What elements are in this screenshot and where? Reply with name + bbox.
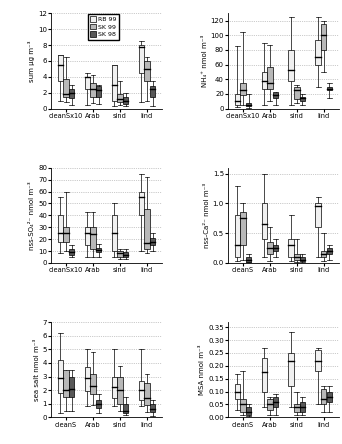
Bar [90, 227, 96, 249]
Bar [112, 215, 117, 251]
Y-axis label: NH₄⁺ nmol m⁻³: NH₄⁺ nmol m⁻³ [202, 35, 208, 87]
Bar [123, 98, 128, 104]
Bar [139, 45, 144, 73]
Bar [117, 251, 123, 257]
Bar [240, 83, 246, 95]
Bar [58, 215, 63, 242]
Bar [246, 407, 251, 415]
Bar [262, 72, 267, 89]
Bar [96, 87, 102, 97]
Y-axis label: nss-SO₄²⁻ nmol m⁻³: nss-SO₄²⁻ nmol m⁻³ [29, 181, 35, 250]
Bar [327, 392, 332, 402]
Bar [123, 404, 128, 413]
Bar [144, 210, 150, 249]
Bar [321, 24, 327, 50]
Bar [315, 40, 321, 65]
Bar [267, 67, 273, 89]
Bar [240, 212, 246, 245]
Bar [235, 384, 240, 399]
Bar [69, 89, 75, 98]
Bar [273, 397, 278, 407]
Bar [150, 238, 155, 245]
Bar [144, 61, 150, 81]
Bar [262, 358, 267, 392]
Bar [267, 399, 273, 410]
Bar [273, 92, 278, 99]
Bar [321, 389, 327, 404]
Y-axis label: sea salt nmol m⁻³: sea salt nmol m⁻³ [34, 339, 40, 401]
Bar [139, 191, 144, 215]
Bar [85, 77, 90, 89]
Bar [235, 94, 240, 105]
Bar [96, 400, 102, 408]
Y-axis label: sum μg m⁻³: sum μg m⁻³ [28, 40, 35, 82]
Bar [85, 367, 90, 392]
Bar [262, 203, 267, 239]
Bar [150, 404, 155, 412]
Bar [300, 257, 305, 261]
Bar [69, 249, 75, 255]
Bar [288, 50, 294, 82]
Bar [246, 103, 251, 107]
Bar [288, 239, 294, 257]
Bar [117, 377, 123, 404]
Bar [139, 381, 144, 400]
Bar [90, 374, 96, 394]
Y-axis label: MSA nmol m⁻³: MSA nmol m⁻³ [199, 345, 206, 395]
Bar [288, 353, 294, 386]
Bar [315, 203, 321, 227]
Bar [315, 350, 321, 371]
Bar [69, 377, 75, 397]
Bar [58, 56, 63, 81]
Bar [150, 87, 155, 97]
Bar [58, 360, 63, 393]
Bar [273, 245, 278, 251]
Bar [63, 227, 69, 242]
Bar [112, 65, 117, 101]
Bar [63, 79, 69, 97]
Bar [321, 251, 327, 257]
Bar [63, 370, 69, 397]
Bar [235, 215, 240, 257]
Bar [294, 254, 300, 260]
Bar [294, 404, 300, 412]
Bar [294, 87, 300, 99]
Y-axis label: nss-Ca²⁻ nmol m⁻³: nss-Ca²⁻ nmol m⁻³ [204, 183, 210, 248]
Bar [85, 227, 90, 245]
Bar [300, 97, 305, 101]
Bar [112, 377, 117, 398]
Bar [267, 242, 273, 254]
Bar [117, 94, 123, 102]
Legend: RB 99, SK 99, SK 98: RB 99, SK 99, SK 98 [88, 14, 119, 40]
Bar [144, 383, 150, 405]
Bar [90, 83, 96, 98]
Bar [123, 252, 128, 257]
Bar [240, 399, 246, 412]
Bar [96, 247, 102, 252]
Bar [327, 248, 332, 254]
Bar [246, 257, 251, 262]
Bar [327, 87, 332, 90]
Bar [300, 402, 305, 412]
